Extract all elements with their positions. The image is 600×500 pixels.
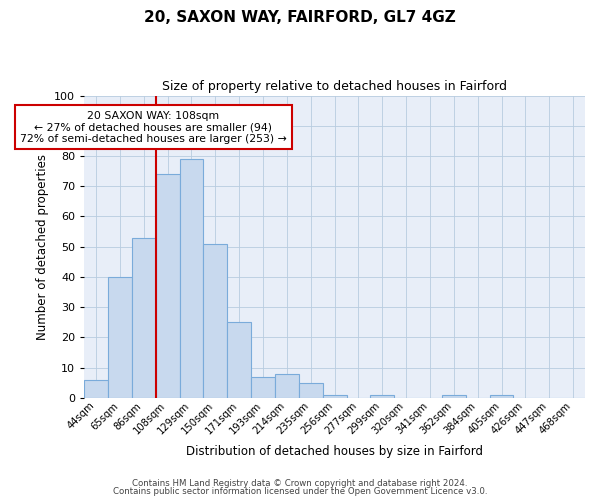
Bar [323,394,347,398]
Text: Contains public sector information licensed under the Open Government Licence v3: Contains public sector information licen… [113,487,487,496]
Bar [490,394,514,398]
Bar [251,376,275,398]
Title: Size of property relative to detached houses in Fairford: Size of property relative to detached ho… [162,80,507,93]
Bar [227,322,251,398]
Text: 20 SAXON WAY: 108sqm
← 27% of detached houses are smaller (94)
72% of semi-detac: 20 SAXON WAY: 108sqm ← 27% of detached h… [20,110,287,144]
Y-axis label: Number of detached properties: Number of detached properties [35,154,49,340]
Bar [156,174,179,398]
Bar [108,277,132,398]
X-axis label: Distribution of detached houses by size in Fairford: Distribution of detached houses by size … [186,444,483,458]
Bar [84,380,108,398]
Bar [132,238,156,398]
Text: Contains HM Land Registry data © Crown copyright and database right 2024.: Contains HM Land Registry data © Crown c… [132,478,468,488]
Bar [299,382,323,398]
Bar [275,374,299,398]
Text: 20, SAXON WAY, FAIRFORD, GL7 4GZ: 20, SAXON WAY, FAIRFORD, GL7 4GZ [144,10,456,25]
Bar [203,244,227,398]
Bar [179,159,203,398]
Bar [442,394,466,398]
Bar [370,394,394,398]
